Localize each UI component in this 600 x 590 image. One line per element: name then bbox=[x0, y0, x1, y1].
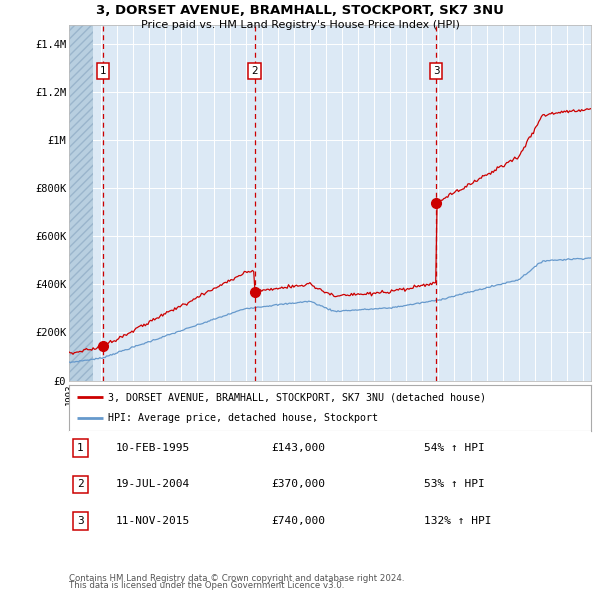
Text: Price paid vs. HM Land Registry's House Price Index (HPI): Price paid vs. HM Land Registry's House … bbox=[140, 20, 460, 30]
Text: 3: 3 bbox=[77, 516, 84, 526]
Text: 132% ↑ HPI: 132% ↑ HPI bbox=[424, 516, 491, 526]
Text: Contains HM Land Registry data © Crown copyright and database right 2024.: Contains HM Land Registry data © Crown c… bbox=[69, 574, 404, 583]
Text: 19-JUL-2004: 19-JUL-2004 bbox=[115, 480, 190, 489]
Text: 3: 3 bbox=[433, 66, 439, 76]
Bar bbox=[69, 25, 93, 381]
Text: 1: 1 bbox=[100, 66, 106, 76]
Text: 3, DORSET AVENUE, BRAMHALL, STOCKPORT, SK7 3NU (detached house): 3, DORSET AVENUE, BRAMHALL, STOCKPORT, S… bbox=[108, 392, 486, 402]
Text: HPI: Average price, detached house, Stockport: HPI: Average price, detached house, Stoc… bbox=[108, 413, 378, 423]
Text: 10-FEB-1995: 10-FEB-1995 bbox=[115, 443, 190, 453]
Text: £740,000: £740,000 bbox=[272, 516, 326, 526]
Text: 54% ↑ HPI: 54% ↑ HPI bbox=[424, 443, 485, 453]
Text: £370,000: £370,000 bbox=[272, 480, 326, 489]
Text: 11-NOV-2015: 11-NOV-2015 bbox=[115, 516, 190, 526]
Text: 1: 1 bbox=[77, 443, 84, 453]
Text: 2: 2 bbox=[251, 66, 258, 76]
Text: 2: 2 bbox=[77, 480, 84, 489]
Text: This data is licensed under the Open Government Licence v3.0.: This data is licensed under the Open Gov… bbox=[69, 581, 344, 590]
Text: 53% ↑ HPI: 53% ↑ HPI bbox=[424, 480, 485, 489]
Text: £143,000: £143,000 bbox=[272, 443, 326, 453]
Text: 3, DORSET AVENUE, BRAMHALL, STOCKPORT, SK7 3NU: 3, DORSET AVENUE, BRAMHALL, STOCKPORT, S… bbox=[96, 4, 504, 17]
